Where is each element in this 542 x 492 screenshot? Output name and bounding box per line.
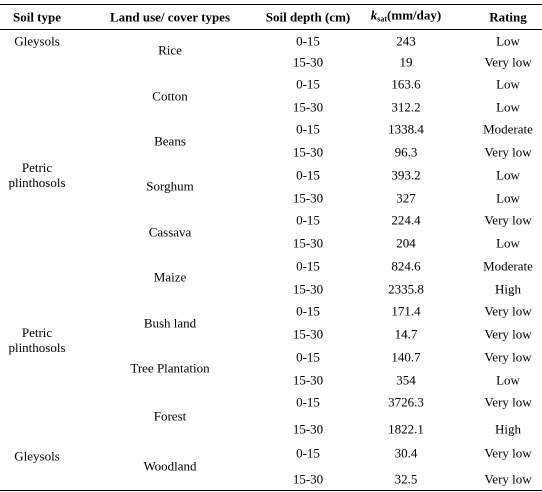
ksat-cell: 224.4 bbox=[391, 212, 421, 228]
depth-cell: 15-30 bbox=[292, 281, 324, 297]
depth-cell: 15-30 bbox=[292, 471, 324, 487]
soil-type-line: Petric bbox=[21, 160, 53, 175]
land-use-cell: Cassava bbox=[148, 224, 192, 240]
land-use-cell: Cotton bbox=[152, 88, 188, 104]
land-use-cell: Bush land bbox=[143, 315, 197, 331]
depth-cell: 0-15 bbox=[296, 445, 320, 461]
soil-type-cell: Gleysols bbox=[14, 34, 60, 49]
depth-cell: 15-30 bbox=[292, 54, 324, 70]
rating-cell: Very low bbox=[484, 144, 532, 160]
ksat-cell: 171.4 bbox=[391, 303, 421, 319]
land-use-cell: Tree Plantation bbox=[130, 360, 210, 376]
ksat-cell: 1338.4 bbox=[388, 121, 424, 137]
ksat-cell: 243 bbox=[396, 33, 416, 49]
soil-type-line: plinthosols bbox=[8, 175, 66, 190]
rating-cell: Very low bbox=[484, 326, 532, 342]
rating-cell: High bbox=[495, 421, 521, 437]
rating-cell: Low bbox=[496, 33, 520, 49]
header-soil-type: Soil type bbox=[12, 9, 62, 25]
header-land-use: Land use/ cover types bbox=[109, 9, 231, 25]
ksat-cell: 327 bbox=[396, 190, 416, 206]
rating-cell: Moderate bbox=[483, 258, 533, 274]
rating-cell: Low bbox=[496, 99, 520, 115]
depth-cell: 0-15 bbox=[296, 349, 320, 365]
depth-cell: 0-15 bbox=[296, 167, 320, 183]
depth-cell: 15-30 bbox=[292, 326, 324, 342]
rating-cell: Low bbox=[496, 372, 520, 388]
depth-cell: 0-15 bbox=[296, 121, 320, 137]
ksat-cell: 163.6 bbox=[391, 76, 421, 92]
ksat-cell: 2335.8 bbox=[388, 281, 424, 297]
ksat-cell: 312.2 bbox=[391, 99, 421, 115]
ksat-cell: 14.7 bbox=[394, 326, 418, 342]
soil-type-cell: Gleysols bbox=[14, 449, 60, 464]
ksat-cell: 393.2 bbox=[391, 167, 421, 183]
ksat-cell: 140.7 bbox=[391, 349, 421, 365]
rating-cell: Low bbox=[496, 76, 520, 92]
rating-cell: Moderate bbox=[483, 121, 533, 137]
depth-cell: 0-15 bbox=[296, 258, 320, 274]
depth-cell: 0-15 bbox=[296, 212, 320, 228]
ksat-cell: 30.4 bbox=[394, 445, 418, 461]
ksat-symbol: k bbox=[370, 7, 378, 23]
rating-cell: Low bbox=[496, 235, 520, 251]
ksat-cell: 1822.1 bbox=[388, 421, 424, 437]
depth-cell: 15-30 bbox=[292, 372, 324, 388]
land-use-cell: Forest bbox=[153, 408, 187, 424]
ksat-cell: 19 bbox=[399, 54, 413, 70]
soil-type-line: plinthosols bbox=[8, 340, 66, 355]
depth-cell: 15-30 bbox=[292, 144, 324, 160]
depth-cell: 0-15 bbox=[296, 303, 320, 319]
land-use-cell: Woodland bbox=[143, 458, 197, 474]
depth-cell: 15-30 bbox=[292, 421, 324, 437]
rating-cell: Very low bbox=[484, 54, 532, 70]
ksat-cell: 824.6 bbox=[391, 258, 421, 274]
rating-cell: Low bbox=[496, 167, 520, 183]
soil-type-line: Gleysols bbox=[14, 33, 60, 49]
rating-cell: Very low bbox=[484, 471, 532, 487]
rating-cell: Very low bbox=[484, 394, 532, 410]
ksat-cell: 3726.3 bbox=[388, 394, 424, 410]
ksat-cell: 354 bbox=[396, 372, 416, 388]
rating-cell: Very low bbox=[484, 212, 532, 228]
depth-cell: 15-30 bbox=[292, 99, 324, 115]
rating-cell: Very low bbox=[484, 349, 532, 365]
header-ksat: ksat(mm/day) bbox=[371, 8, 441, 27]
depth-cell: 0-15 bbox=[296, 33, 320, 49]
top-rule bbox=[0, 4, 542, 5]
soil-type-line: Petric bbox=[21, 325, 53, 340]
ksat-cell: 32.5 bbox=[394, 471, 418, 487]
header-rule bbox=[0, 29, 542, 30]
ksat-subscript: sat bbox=[377, 14, 388, 24]
rating-cell: Very low bbox=[484, 303, 532, 319]
ksat-unit: (mm/day) bbox=[387, 7, 442, 23]
ksat-cell: 204 bbox=[396, 235, 416, 251]
land-use-cell: Maize bbox=[153, 269, 187, 285]
depth-cell: 15-30 bbox=[292, 235, 324, 251]
ksat-cell: 96.3 bbox=[394, 144, 418, 160]
rating-cell: Very low bbox=[484, 445, 532, 461]
soil-type-line: Gleysols bbox=[14, 448, 60, 464]
soil-type-cell: Petric plinthosols bbox=[8, 325, 65, 355]
soil-type-cell: Petric plinthosols bbox=[8, 160, 65, 190]
rating-cell: Low bbox=[496, 190, 520, 206]
header-rating: Rating bbox=[489, 9, 527, 25]
depth-cell: 0-15 bbox=[296, 76, 320, 92]
land-use-cell: Beans bbox=[154, 133, 186, 149]
depth-cell: 15-30 bbox=[292, 190, 324, 206]
land-use-cell: Rice bbox=[158, 42, 182, 58]
depth-cell: 0-15 bbox=[296, 394, 320, 410]
header-soil-depth: Soil depth (cm) bbox=[265, 9, 351, 25]
rating-cell: High bbox=[495, 281, 521, 297]
land-use-cell: Sorghum bbox=[146, 178, 194, 194]
bottom-rule bbox=[0, 490, 542, 491]
